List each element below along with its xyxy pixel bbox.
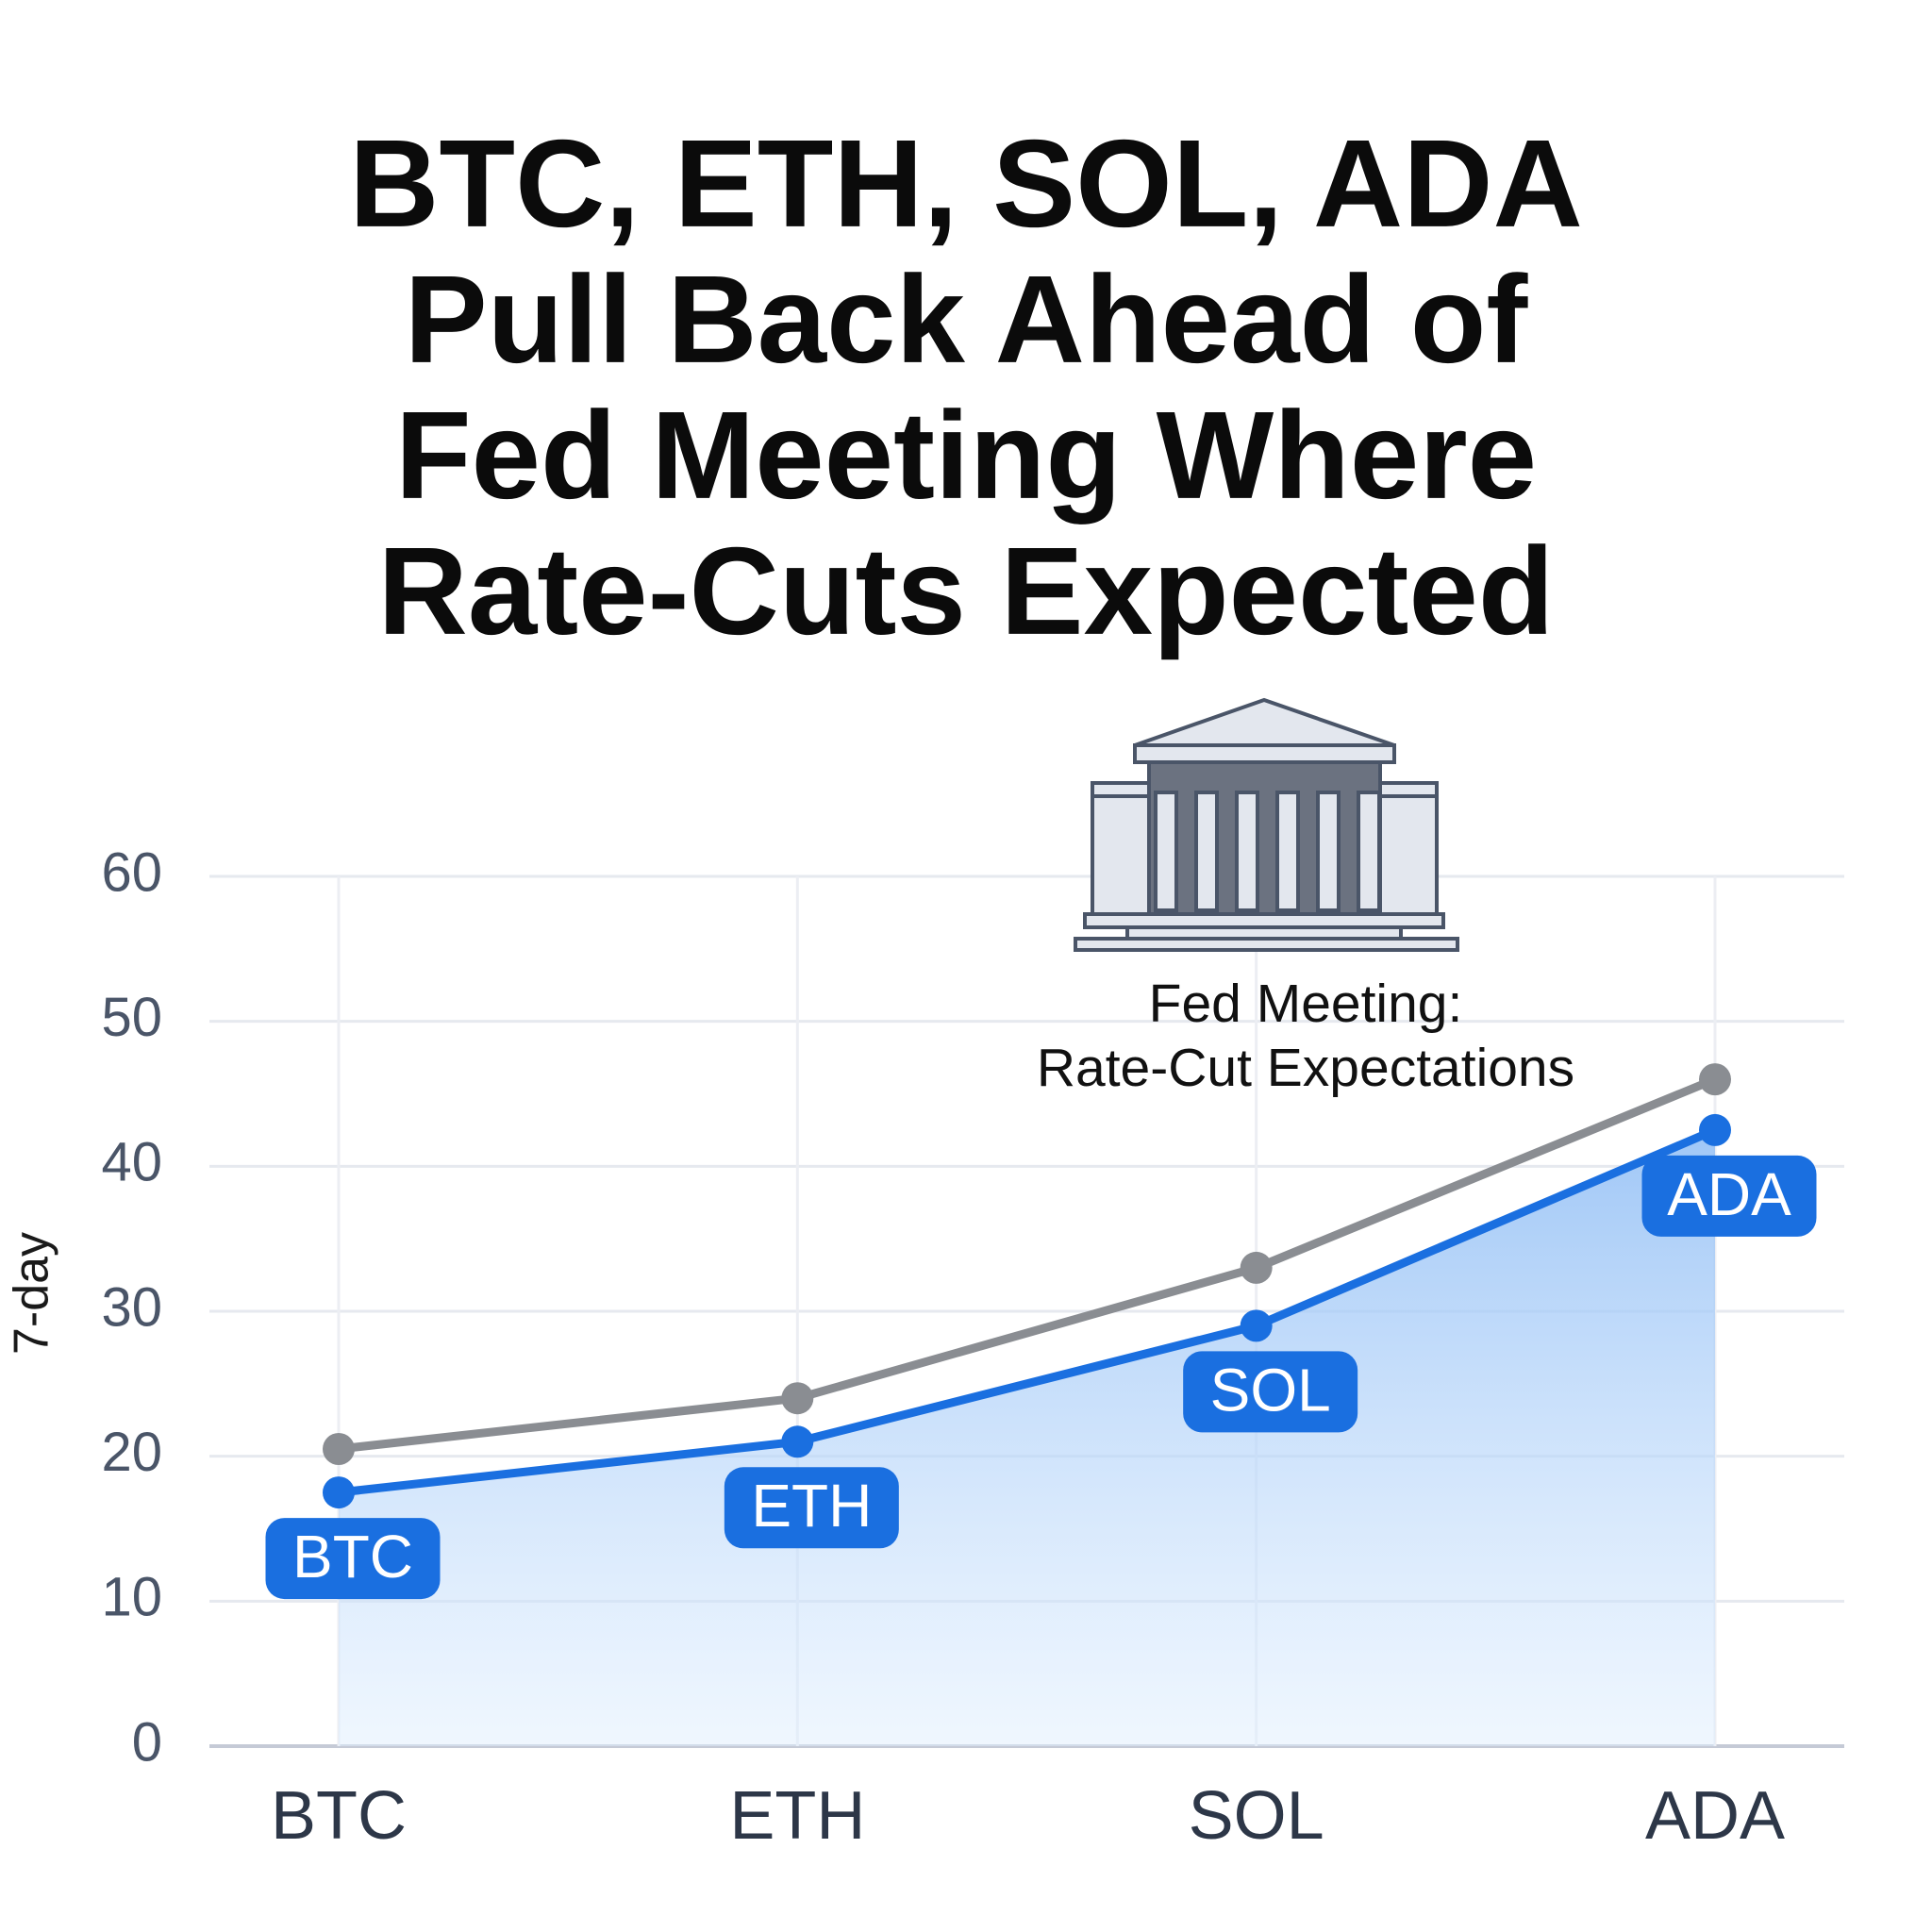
line — [338, 1074, 1717, 1454]
x-tick-label: ETH — [729, 1778, 865, 1854]
point — [781, 1425, 814, 1458]
y-tick-label: 30 — [101, 1276, 162, 1338]
chart-title: BTC, ETH, SOL, ADA — [349, 114, 1583, 253]
point — [1699, 1063, 1731, 1096]
x-tick-label: SOL — [1189, 1778, 1324, 1854]
y-tick-label: 0 — [132, 1711, 162, 1773]
point — [323, 1476, 355, 1509]
annotation: Fed Meeting: — [1149, 974, 1463, 1034]
data-label-badge — [1183, 1351, 1358, 1433]
data-label: SOL — [1210, 1356, 1331, 1424]
point — [1240, 1251, 1273, 1284]
data-label-badge — [265, 1518, 441, 1600]
y-tick-label: 20 — [101, 1422, 162, 1483]
point — [1240, 1309, 1273, 1342]
line — [338, 1125, 1717, 1497]
y-tick-label: 50 — [101, 987, 162, 1048]
y-axis-label: 7-day — [5, 1232, 59, 1355]
annotation: Rate-Cut Expectations — [1037, 1038, 1574, 1098]
data-label: ETH — [751, 1472, 872, 1540]
chart-title: Pull Back Ahead of — [405, 250, 1529, 389]
data-label-badge — [1641, 1155, 1817, 1237]
y-tick-label: 40 — [101, 1132, 162, 1193]
point — [323, 1432, 355, 1465]
chart-title: Rate-Cuts Expected — [378, 522, 1555, 660]
area — [339, 1129, 1715, 1746]
point — [1699, 1113, 1731, 1146]
data-label: ADA — [1667, 1160, 1791, 1228]
chart-title: Fed Meeting Where — [395, 386, 1537, 525]
fed-building-icon — [1074, 697, 1459, 952]
data-label-badge — [724, 1467, 899, 1549]
x-tick-label: BTC — [271, 1778, 407, 1854]
x-tick-label: ADA — [1645, 1778, 1785, 1854]
y-tick-label: 60 — [101, 841, 162, 903]
point — [781, 1382, 814, 1415]
y-tick-label: 10 — [101, 1567, 162, 1628]
data-label: BTC — [292, 1523, 413, 1591]
